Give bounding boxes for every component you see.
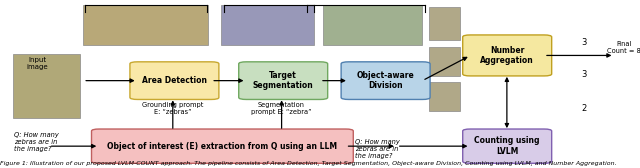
Text: Figure 1: Illustration of our proposed LVLM-COUNT approach. The pipeline consist: Figure 1: Illustration of our proposed L… <box>0 161 616 166</box>
Text: Q: How many
zebras are in
the image?: Q: How many zebras are in the image? <box>14 132 59 152</box>
Bar <box>221 5 314 45</box>
Text: Target
Segmentation: Target Segmentation <box>253 71 314 90</box>
Text: 3: 3 <box>581 70 586 79</box>
Text: Counting using
LVLM: Counting using LVLM <box>474 136 540 156</box>
Text: Q: How many
zebras are in
the image?: Q: How many zebras are in the image? <box>355 139 400 159</box>
Text: Segmentation
prompt E: “zebra”: Segmentation prompt E: “zebra” <box>252 102 312 115</box>
Text: Object-aware
Division: Object-aware Division <box>356 71 415 90</box>
FancyBboxPatch shape <box>130 62 219 99</box>
Bar <box>429 47 460 76</box>
FancyBboxPatch shape <box>341 62 430 99</box>
Text: Input
image: Input image <box>26 57 48 70</box>
FancyBboxPatch shape <box>463 129 552 163</box>
Bar <box>429 82 460 111</box>
Bar <box>429 7 460 40</box>
Text: Number
Aggregation: Number Aggregation <box>481 46 534 65</box>
Text: Grounding prompt
E: “zebras”: Grounding prompt E: “zebras” <box>142 102 204 115</box>
Text: 2: 2 <box>581 104 586 113</box>
Bar <box>323 5 422 45</box>
Text: 3: 3 <box>581 38 586 47</box>
FancyBboxPatch shape <box>92 129 353 163</box>
Bar <box>13 54 80 118</box>
Bar <box>83 5 208 45</box>
Text: Area Detection: Area Detection <box>142 76 207 85</box>
FancyBboxPatch shape <box>239 62 328 99</box>
Text: Final
Count = 8: Final Count = 8 <box>607 40 640 54</box>
Text: Object of interest (E) extraction from Q using an LLM: Object of interest (E) extraction from Q… <box>108 142 337 151</box>
FancyBboxPatch shape <box>463 35 552 76</box>
